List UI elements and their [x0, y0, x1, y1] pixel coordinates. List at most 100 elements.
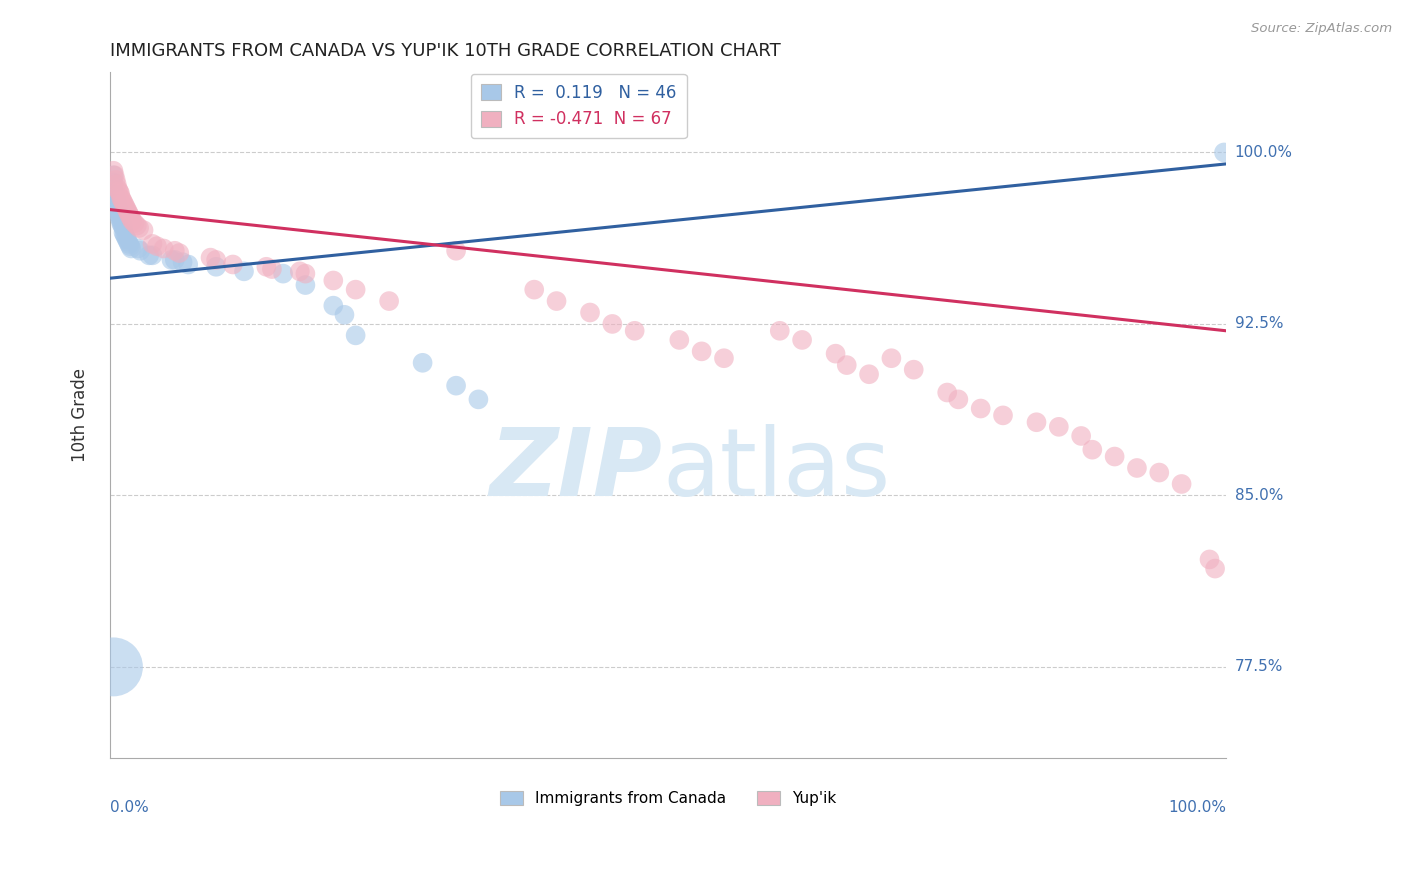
Point: [579, 305, 602, 319]
Point: [271, 267, 294, 281]
Point: [602, 317, 624, 331]
Point: [114, 230, 136, 244]
Point: [163, 252, 186, 267]
Point: [108, 205, 131, 219]
Point: [322, 299, 344, 313]
Point: [117, 235, 139, 249]
Text: 100.0%: 100.0%: [1168, 799, 1226, 814]
Point: [713, 351, 735, 366]
Point: [114, 227, 136, 242]
Point: [129, 244, 152, 258]
Point: [205, 252, 228, 267]
Point: [163, 244, 186, 258]
Point: [141, 236, 163, 251]
Point: [104, 194, 127, 208]
Text: Source: ZipAtlas.com: Source: ZipAtlas.com: [1251, 22, 1392, 36]
Point: [112, 220, 135, 235]
Point: [152, 242, 174, 256]
Point: [467, 392, 489, 407]
Point: [146, 239, 169, 253]
Point: [903, 362, 925, 376]
Point: [623, 324, 645, 338]
Point: [103, 169, 125, 183]
Point: [824, 346, 846, 360]
Point: [114, 198, 136, 212]
Point: [112, 195, 135, 210]
Point: [769, 324, 792, 338]
Point: [138, 248, 160, 262]
Text: 77.5%: 77.5%: [1234, 659, 1282, 674]
Point: [110, 191, 132, 205]
Point: [103, 182, 125, 196]
Point: [668, 333, 690, 347]
Point: [125, 219, 148, 233]
Point: [103, 186, 125, 201]
Point: [233, 264, 256, 278]
Point: [378, 294, 401, 309]
Point: [546, 294, 568, 309]
Point: [132, 223, 155, 237]
Point: [108, 210, 131, 224]
Point: [1170, 477, 1192, 491]
Point: [1025, 415, 1047, 429]
Point: [1081, 442, 1104, 457]
Point: [160, 252, 183, 267]
Point: [141, 248, 163, 262]
Point: [200, 251, 222, 265]
Point: [344, 283, 367, 297]
Point: [260, 262, 283, 277]
Point: [103, 169, 125, 183]
Point: [114, 200, 136, 214]
Point: [121, 214, 143, 228]
Point: [115, 202, 138, 217]
Point: [127, 242, 149, 256]
Text: 92.5%: 92.5%: [1234, 317, 1284, 332]
Point: [107, 200, 129, 214]
Legend: Immigrants from Canada, Yup'ik: Immigrants from Canada, Yup'ik: [494, 785, 842, 813]
Point: [108, 211, 131, 226]
Point: [690, 344, 713, 359]
Text: 100.0%: 100.0%: [1234, 145, 1292, 160]
Point: [1070, 429, 1092, 443]
Point: [104, 191, 127, 205]
Point: [412, 356, 434, 370]
Point: [105, 195, 128, 210]
Point: [111, 194, 134, 208]
Point: [205, 260, 228, 274]
Point: [294, 267, 316, 281]
Point: [1204, 561, 1226, 575]
Point: [177, 258, 200, 272]
Point: [105, 198, 128, 212]
Point: [523, 283, 546, 297]
Point: [117, 205, 139, 219]
Point: [120, 211, 142, 226]
Point: [1126, 461, 1149, 475]
Point: [128, 220, 150, 235]
Point: [124, 216, 146, 230]
Point: [1104, 450, 1126, 464]
Point: [1198, 552, 1220, 566]
Point: [105, 178, 128, 192]
Text: atlas: atlas: [662, 425, 891, 516]
Point: [111, 219, 134, 233]
Point: [103, 163, 125, 178]
Point: [444, 244, 467, 258]
Point: [970, 401, 993, 416]
Point: [110, 216, 132, 230]
Point: [294, 278, 316, 293]
Point: [254, 260, 277, 274]
Text: 85.0%: 85.0%: [1234, 488, 1282, 503]
Y-axis label: 10th Grade: 10th Grade: [72, 368, 89, 462]
Point: [118, 207, 141, 221]
Point: [103, 175, 125, 189]
Point: [322, 273, 344, 287]
Point: [333, 308, 356, 322]
Point: [110, 214, 132, 228]
Point: [120, 239, 142, 253]
Point: [120, 242, 142, 256]
Point: [344, 328, 367, 343]
Point: [880, 351, 903, 366]
Point: [1047, 419, 1070, 434]
Point: [936, 385, 959, 400]
Point: [858, 368, 880, 382]
